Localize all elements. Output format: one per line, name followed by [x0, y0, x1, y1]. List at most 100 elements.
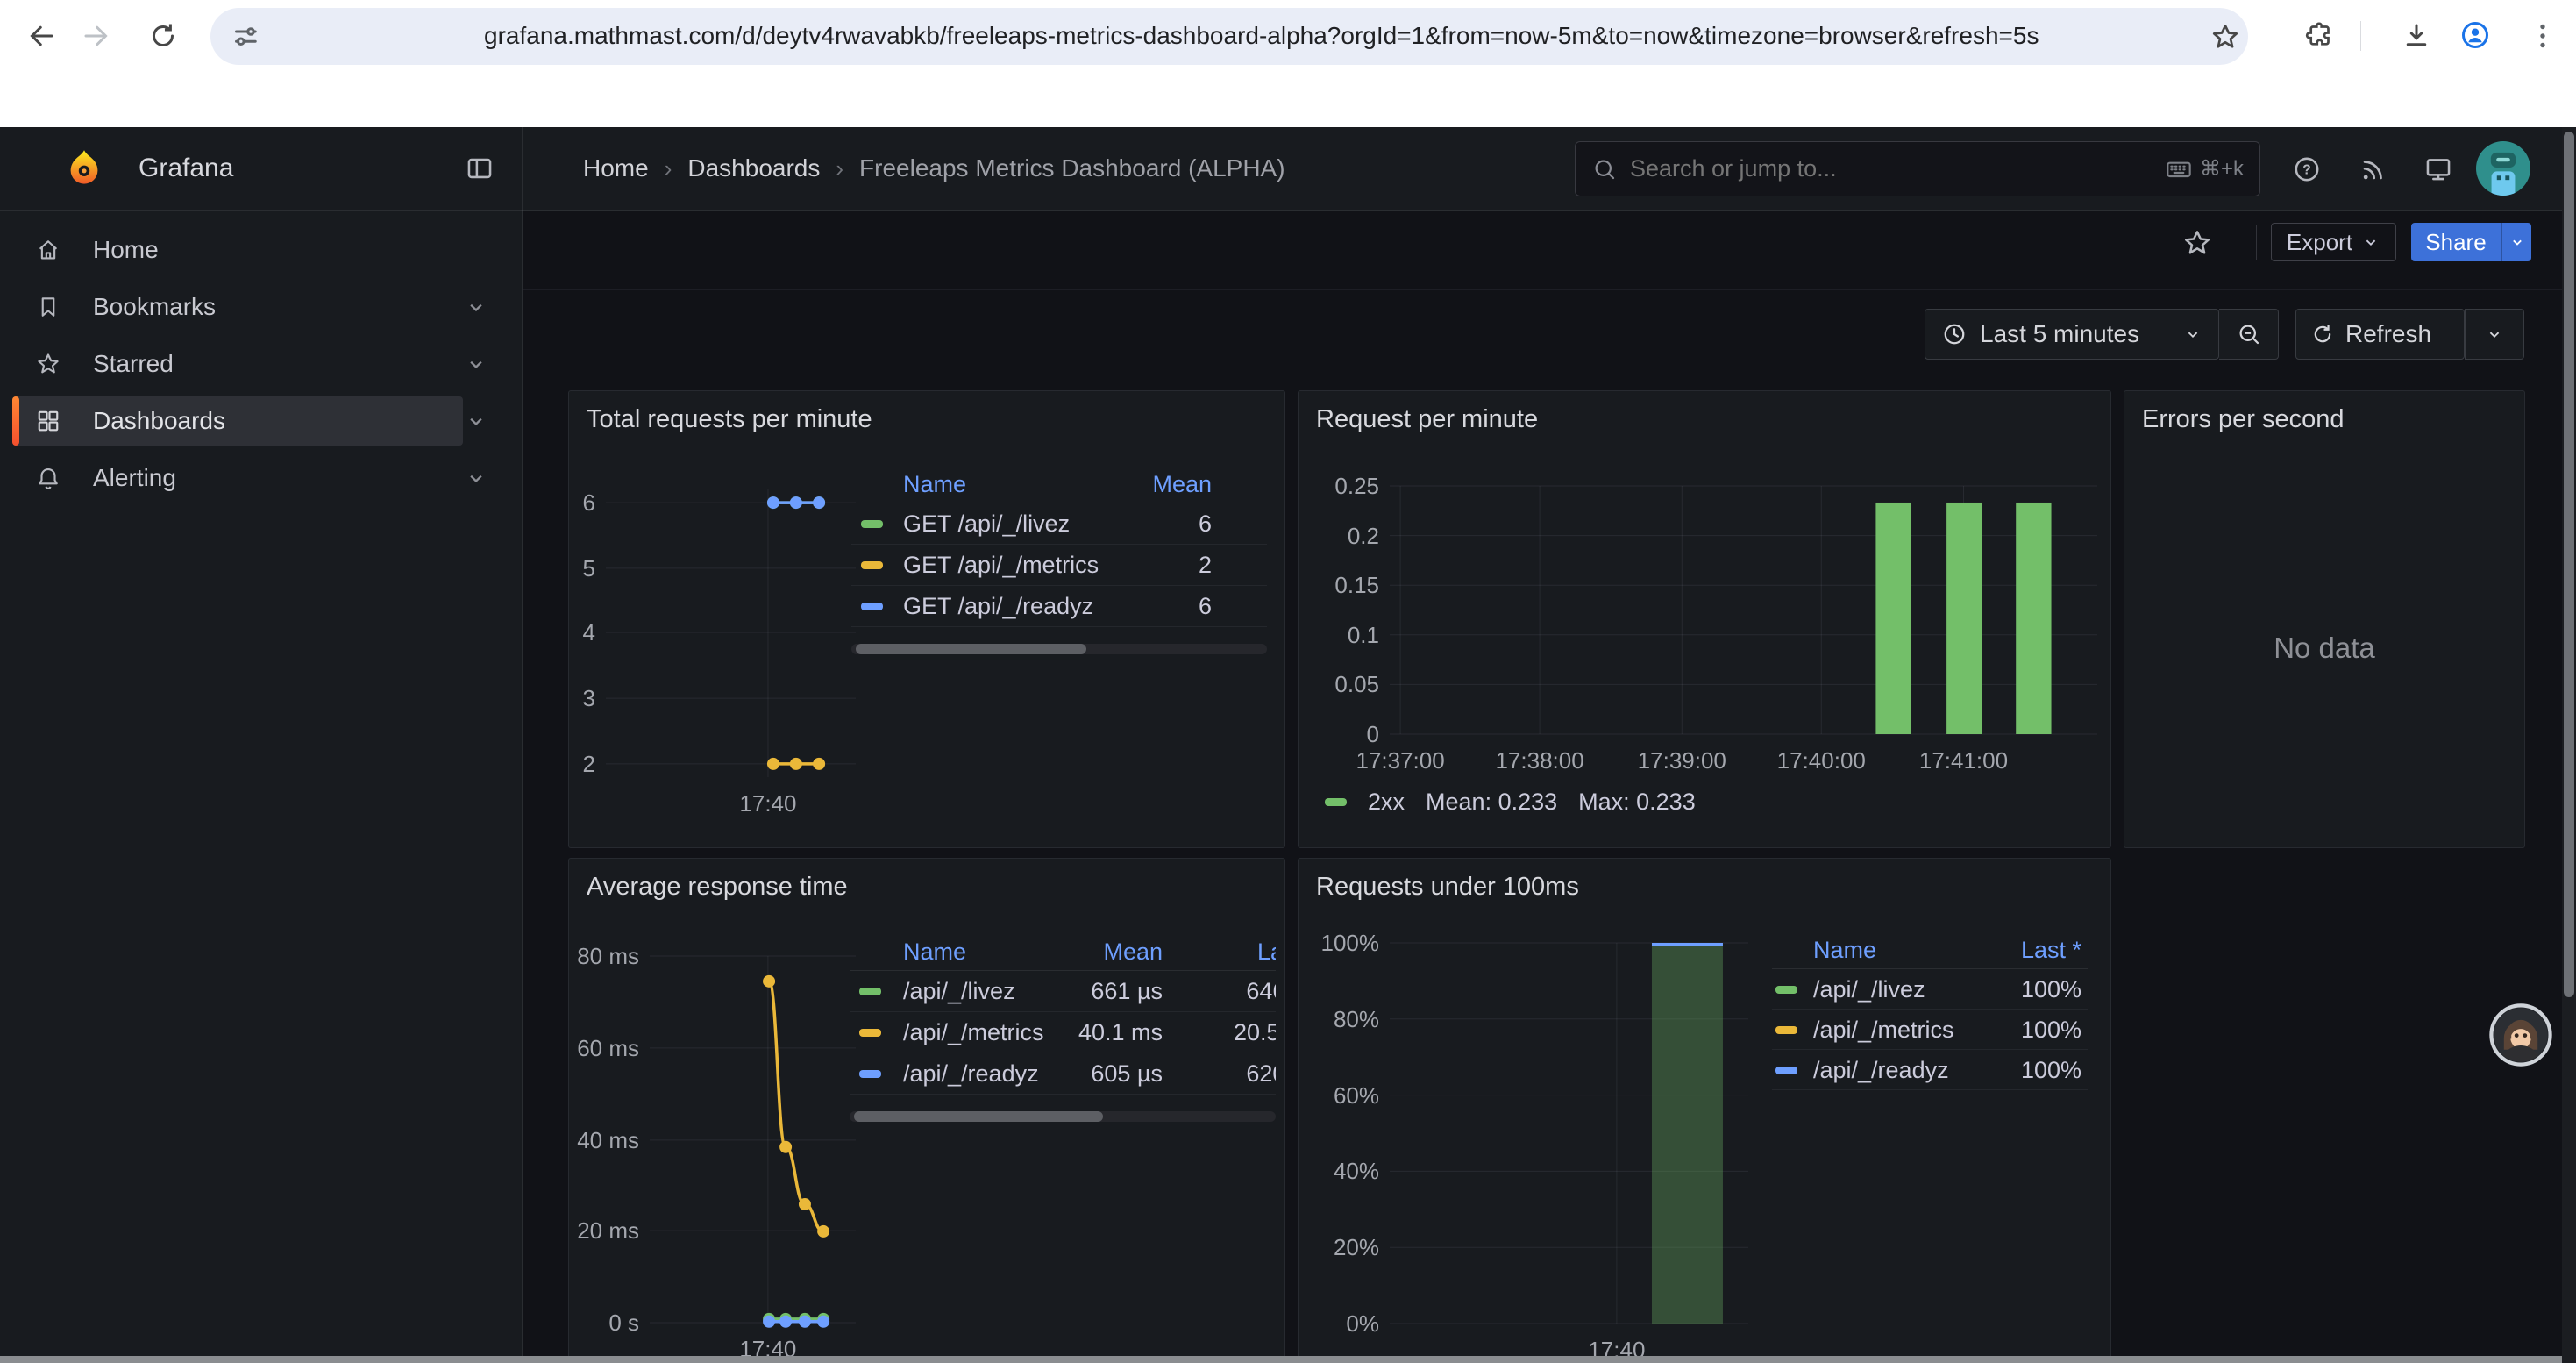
panel-title[interactable]: Request per minute	[1316, 405, 1539, 433]
extensions-icon[interactable]	[2303, 20, 2335, 52]
series-name[interactable]: GET /api/_/readyz	[903, 593, 1094, 619]
legend-line[interactable]: 2xx Mean: 0.233 Max: 0.233	[1325, 784, 1696, 819]
panel-title[interactable]: Errors per second	[2142, 405, 2345, 433]
x-axis-tick: 17:40:00	[1776, 747, 1866, 774]
panel-title[interactable]: Requests under 100ms	[1316, 873, 1579, 901]
series-name[interactable]: GET /api/_/metrics	[903, 552, 1099, 578]
series-swatch	[1325, 797, 1347, 806]
scrollbar-thumb[interactable]	[856, 644, 1086, 654]
forward-icon[interactable]	[81, 20, 112, 52]
series-last: 100%	[2020, 1017, 2081, 1043]
legend-col-name[interactable]: Name	[903, 938, 967, 965]
news-rss-icon[interactable]	[2359, 154, 2388, 184]
y-axis-tick: 100%	[1320, 930, 1380, 956]
url-value[interactable]: grafana.mathmast.com/d/deytv4rwavabkb/fr…	[484, 22, 2039, 49]
legend-row[interactable]: /api/_/metrics 40.1 ms 20.5 ms	[850, 1012, 1276, 1053]
legend-scrollbar[interactable]	[850, 1111, 1276, 1122]
export-button[interactable]: Export	[2271, 223, 2396, 261]
legend-row[interactable]: /api/_/readyz 100%	[1772, 1050, 2088, 1090]
panel-request-per-minute[interactable]: Request per minute 0.25 0.2 0.15 0.1 0.05 0 17…	[1298, 390, 2111, 848]
zoom-out-button[interactable]	[2219, 309, 2279, 360]
horizontal-scrollbar[interactable]	[0, 1356, 2562, 1363]
scrollbar-thumb[interactable]	[2564, 132, 2574, 997]
share-menu-button[interactable]	[2501, 223, 2531, 261]
sidebar-item-starred[interactable]: Starred	[12, 339, 463, 389]
grafana-logo[interactable]	[63, 147, 105, 189]
assistant-avatar-button[interactable]	[2489, 1003, 2552, 1067]
monitor-icon[interactable]	[2423, 154, 2453, 184]
browser-menu-icon[interactable]	[2527, 20, 2558, 52]
favorite-star-icon[interactable]	[2181, 227, 2213, 259]
profile-icon[interactable]	[2459, 19, 2491, 51]
series-name[interactable]: /api/_/livez	[903, 978, 1015, 1004]
chevron-down-icon[interactable]	[464, 466, 488, 490]
download-icon[interactable]	[2401, 20, 2432, 52]
refresh-interval-button[interactable]	[2465, 309, 2524, 360]
legend-col-last[interactable]: Last *	[1256, 938, 1276, 965]
panel-total-requests-per-minute[interactable]: Total requests per minute 6 5 4 3 2 17:40 Nam…	[568, 390, 1285, 848]
sidebar-item-label: Home	[93, 236, 159, 263]
back-icon[interactable]	[25, 20, 57, 52]
sidebar-item-bookmarks[interactable]: Bookmarks	[12, 282, 463, 332]
home-icon	[39, 240, 58, 260]
series-name[interactable]: 2xx	[1368, 788, 1405, 815]
timeseries-chart: 6 5 4 3 2 17:40	[569, 475, 872, 834]
time-range-label: Last 5 minutes	[1980, 320, 2140, 347]
chevron-down-icon[interactable]	[464, 409, 488, 433]
series-name[interactable]: /api/_/metrics	[1813, 1017, 1954, 1043]
series-name[interactable]: GET /api/_/livez	[903, 510, 1071, 537]
legend-row[interactable]: GET /api/_/readyz 6	[851, 586, 1267, 627]
panel-title[interactable]: Total requests per minute	[587, 405, 872, 433]
chevron-down-icon[interactable]	[464, 352, 488, 376]
panel-requests-under-100ms[interactable]: Requests under 100ms 100% 80% 60% 40% 20% 0% 1…	[1298, 858, 2111, 1363]
refresh-label: Refresh	[2345, 320, 2432, 347]
legend-row[interactable]: /api/_/livez 100%	[1772, 969, 2088, 1010]
legend-row[interactable]: /api/_/metrics 100%	[1772, 1010, 2088, 1050]
legend-col-mean[interactable]: Mean	[1152, 471, 1212, 497]
series-name[interactable]: /api/_/readyz	[903, 1060, 1039, 1087]
keyboard-icon	[2167, 161, 2191, 177]
site-settings-icon[interactable]	[230, 21, 261, 53]
series-mean: 605 µs	[1091, 1060, 1163, 1087]
breadcrumb-home[interactable]: Home	[583, 154, 649, 182]
legend-table: Name Mean Last * /api/_/livez 661 µs 646…	[850, 932, 1276, 1136]
legend-scrollbar[interactable]	[851, 644, 1267, 654]
url-bar[interactable]: grafana.mathmast.com/d/deytv4rwavabkb/fr…	[210, 8, 2248, 65]
legend-col-mean[interactable]: Mean	[1103, 938, 1163, 965]
panel-errors-per-second[interactable]: Errors per second No data	[2124, 390, 2525, 848]
legend-row[interactable]: GET /api/_/livez 6	[851, 503, 1267, 545]
legend-row[interactable]: /api/_/livez 661 µs 646 µs	[850, 971, 1276, 1012]
reload-icon[interactable]	[147, 20, 179, 52]
legend-col-last[interactable]: Last *	[2020, 937, 2081, 963]
legend-col-name[interactable]: Name	[903, 471, 967, 497]
help-icon[interactable]: ?	[2292, 154, 2322, 184]
series-name[interactable]: /api/_/livez	[1813, 976, 1925, 1003]
brand-name[interactable]: Grafana	[139, 153, 234, 182]
legend-row[interactable]: /api/_/readyz 605 µs 620 µs	[850, 1053, 1276, 1095]
bookmark-star-icon[interactable]	[2210, 21, 2241, 53]
y-axis-tick: 0 s	[608, 1309, 639, 1336]
sidebar-item-home[interactable]: Home	[12, 225, 463, 275]
series-name[interactable]: /api/_/readyz	[1813, 1057, 1949, 1083]
search-box[interactable]: ⌘+k	[1575, 141, 2260, 196]
sidebar-item-dashboards[interactable]: Dashboards	[12, 396, 463, 446]
y-axis-tick: 20%	[1333, 1234, 1379, 1261]
legend-row[interactable]: GET /api/_/metrics 2	[851, 545, 1267, 586]
panel-average-response-time[interactable]: Average response time 80 ms 60 ms 40 ms 20 …	[568, 858, 1285, 1363]
panel-title[interactable]: Average response time	[587, 873, 848, 901]
time-range-picker[interactable]: Last 5 minutes	[1925, 309, 2219, 360]
series-name[interactable]: /api/_/metrics	[903, 1019, 1044, 1045]
sidebar-item-alerting[interactable]: Alerting	[12, 453, 463, 503]
user-avatar[interactable]	[2476, 141, 2530, 196]
dock-menu-icon[interactable]	[465, 153, 495, 183]
share-button[interactable]: Share	[2411, 223, 2501, 261]
search-input[interactable]	[1630, 155, 2153, 182]
scrollbar-thumb[interactable]	[854, 1111, 1103, 1122]
series-swatch	[861, 603, 883, 610]
legend-col-name[interactable]: Name	[1813, 937, 1877, 963]
chevron-down-icon[interactable]	[464, 295, 488, 319]
page-scrollbar[interactable]	[2562, 127, 2576, 1363]
refresh-button[interactable]: Refresh	[2295, 309, 2465, 360]
timeseries-chart: 80 ms 60 ms 40 ms 20 ms 0 s 17:40	[569, 942, 872, 1363]
breadcrumb-dashboards[interactable]: Dashboards	[687, 154, 821, 182]
